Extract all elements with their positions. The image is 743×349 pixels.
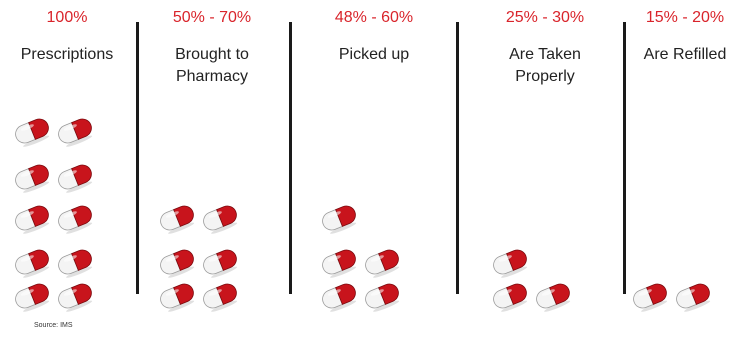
pill-icon [15,249,50,278]
column-divider [136,22,139,294]
column-brought-to-pharmacy: 50% - 70% Brought to Pharmacy [137,0,287,349]
pill-icon [536,283,571,312]
pill-icon [160,249,195,278]
pill-icon [15,118,50,147]
pill-icon [58,205,93,234]
pill-icon [203,205,238,234]
pill-group [160,205,238,312]
pill-icon [633,283,668,312]
column-label: Are Refilled [643,46,727,63]
pill-icon [322,283,357,312]
column-percent: 15% - 20% [645,9,725,26]
column-label: Picked up [338,46,410,63]
column-percent: 48% - 60% [334,9,414,26]
pill-icon [58,164,93,193]
column-refilled: 15% - 20% Are Refilled [610,0,743,349]
column-percent: 100% [46,9,88,26]
pill-icon [365,283,400,312]
pill-icon [160,283,195,312]
pill-icon [322,249,357,278]
column-label: Prescriptions [20,46,114,63]
column-picked-up: 48% - 60% Picked up [299,0,449,349]
pill-icon [493,283,528,312]
pill-icon [203,249,238,278]
pill-icon [160,205,195,234]
pill-icon [493,249,528,278]
pill-icon [322,205,357,234]
pill-icon [15,283,50,312]
column-divider [623,22,626,294]
pill-icon [58,118,93,147]
column-prescriptions: 100% Prescriptions [0,0,142,349]
column-percent: 50% - 70% [172,9,252,26]
pill-icon [676,283,711,312]
column-divider [456,22,459,294]
source-note: Source: IMS [34,322,73,329]
pill-icon [15,205,50,234]
pill-icon [58,283,93,312]
pill-group [493,249,571,312]
pill-group [15,118,93,312]
column-label: Brought to Pharmacy [175,46,249,85]
pill-icon [15,164,50,193]
pill-group [322,205,400,312]
column-label: Are Taken Properly [509,46,581,85]
column-divider [289,22,292,294]
pill-icon [58,249,93,278]
pill-group [633,283,711,312]
pill-icon [203,283,238,312]
column-percent: 25% - 30% [505,9,585,26]
pill-icon [365,249,400,278]
column-taken-properly: 25% - 30% Are Taken Properly [470,0,620,349]
